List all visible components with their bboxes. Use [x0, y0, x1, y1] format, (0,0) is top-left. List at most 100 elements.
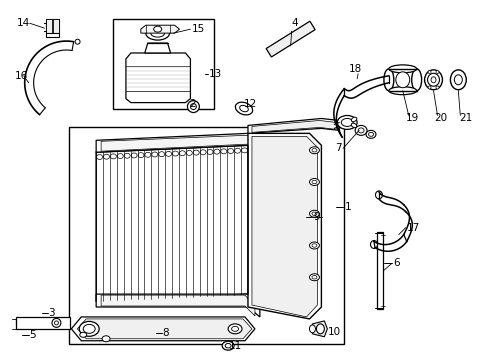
Ellipse shape: [375, 191, 382, 199]
Ellipse shape: [54, 321, 59, 325]
Text: 11: 11: [229, 341, 242, 351]
Bar: [388, 69, 416, 91]
Ellipse shape: [354, 125, 366, 135]
Polygon shape: [71, 317, 254, 341]
Ellipse shape: [309, 242, 319, 249]
Ellipse shape: [102, 336, 110, 342]
Ellipse shape: [241, 148, 247, 153]
Ellipse shape: [179, 151, 185, 156]
Ellipse shape: [435, 71, 438, 73]
Text: 3: 3: [48, 308, 55, 318]
Ellipse shape: [224, 343, 231, 348]
Text: 4: 4: [291, 18, 298, 28]
Ellipse shape: [131, 153, 137, 158]
Polygon shape: [141, 25, 179, 33]
Text: 19: 19: [405, 113, 418, 123]
Ellipse shape: [357, 128, 364, 133]
Ellipse shape: [228, 324, 242, 334]
Ellipse shape: [427, 71, 430, 73]
Ellipse shape: [395, 72, 409, 88]
Ellipse shape: [309, 325, 315, 333]
Ellipse shape: [97, 154, 102, 159]
Polygon shape: [144, 43, 170, 53]
Ellipse shape: [366, 130, 375, 138]
Ellipse shape: [83, 324, 95, 333]
Ellipse shape: [383, 69, 393, 91]
Text: 8: 8: [163, 328, 169, 338]
Ellipse shape: [427, 73, 439, 86]
Text: 12: 12: [244, 99, 257, 109]
Polygon shape: [247, 133, 321, 319]
Ellipse shape: [221, 149, 226, 154]
Ellipse shape: [150, 29, 164, 37]
Ellipse shape: [311, 244, 316, 247]
Text: 17: 17: [406, 222, 419, 233]
Ellipse shape: [200, 150, 205, 155]
Text: 6: 6: [392, 258, 399, 268]
Ellipse shape: [309, 274, 319, 281]
Ellipse shape: [159, 152, 164, 157]
Text: 10: 10: [326, 327, 340, 337]
Polygon shape: [96, 294, 259, 317]
Ellipse shape: [449, 70, 466, 90]
Ellipse shape: [193, 150, 199, 155]
Ellipse shape: [231, 327, 238, 331]
Polygon shape: [312, 321, 326, 337]
Ellipse shape: [370, 240, 377, 248]
Ellipse shape: [153, 26, 162, 32]
Ellipse shape: [79, 321, 99, 336]
Bar: [16, 317, 70, 329]
Polygon shape: [96, 145, 247, 301]
Polygon shape: [101, 295, 254, 316]
Ellipse shape: [206, 149, 213, 154]
Bar: [53, 19, 60, 33]
Polygon shape: [96, 133, 259, 152]
Text: 2: 2: [189, 99, 196, 109]
Ellipse shape: [165, 152, 171, 156]
Text: 14: 14: [17, 18, 30, 28]
Ellipse shape: [311, 180, 316, 184]
Ellipse shape: [309, 210, 319, 217]
Text: 9: 9: [313, 212, 320, 222]
Ellipse shape: [214, 149, 220, 154]
Ellipse shape: [227, 149, 233, 153]
Ellipse shape: [151, 152, 158, 157]
Ellipse shape: [309, 179, 319, 185]
Ellipse shape: [388, 65, 416, 73]
Ellipse shape: [117, 154, 123, 158]
Ellipse shape: [311, 148, 316, 152]
Polygon shape: [101, 135, 254, 151]
Ellipse shape: [75, 39, 80, 44]
Ellipse shape: [411, 69, 421, 91]
Ellipse shape: [222, 341, 234, 350]
Ellipse shape: [52, 319, 61, 327]
Ellipse shape: [187, 100, 199, 113]
Ellipse shape: [145, 26, 169, 40]
Ellipse shape: [186, 150, 192, 156]
Bar: [113, 19, 214, 109]
Polygon shape: [251, 121, 336, 132]
Text: 20: 20: [434, 113, 447, 123]
Text: 18: 18: [348, 64, 362, 74]
Ellipse shape: [316, 324, 324, 334]
Ellipse shape: [341, 118, 352, 126]
Text: 5: 5: [30, 330, 36, 340]
Polygon shape: [265, 21, 314, 57]
Ellipse shape: [368, 132, 373, 136]
Ellipse shape: [453, 75, 461, 85]
Polygon shape: [251, 136, 317, 317]
Polygon shape: [126, 53, 190, 103]
Ellipse shape: [309, 147, 319, 154]
Text: 1: 1: [345, 202, 351, 212]
Ellipse shape: [144, 152, 151, 157]
Ellipse shape: [172, 151, 178, 156]
Ellipse shape: [430, 77, 435, 83]
Ellipse shape: [110, 154, 116, 159]
Ellipse shape: [124, 153, 130, 158]
Text: 21: 21: [458, 113, 471, 123]
Polygon shape: [247, 118, 339, 133]
Ellipse shape: [235, 102, 252, 115]
Ellipse shape: [427, 86, 430, 89]
Ellipse shape: [435, 86, 438, 89]
Ellipse shape: [337, 116, 356, 129]
